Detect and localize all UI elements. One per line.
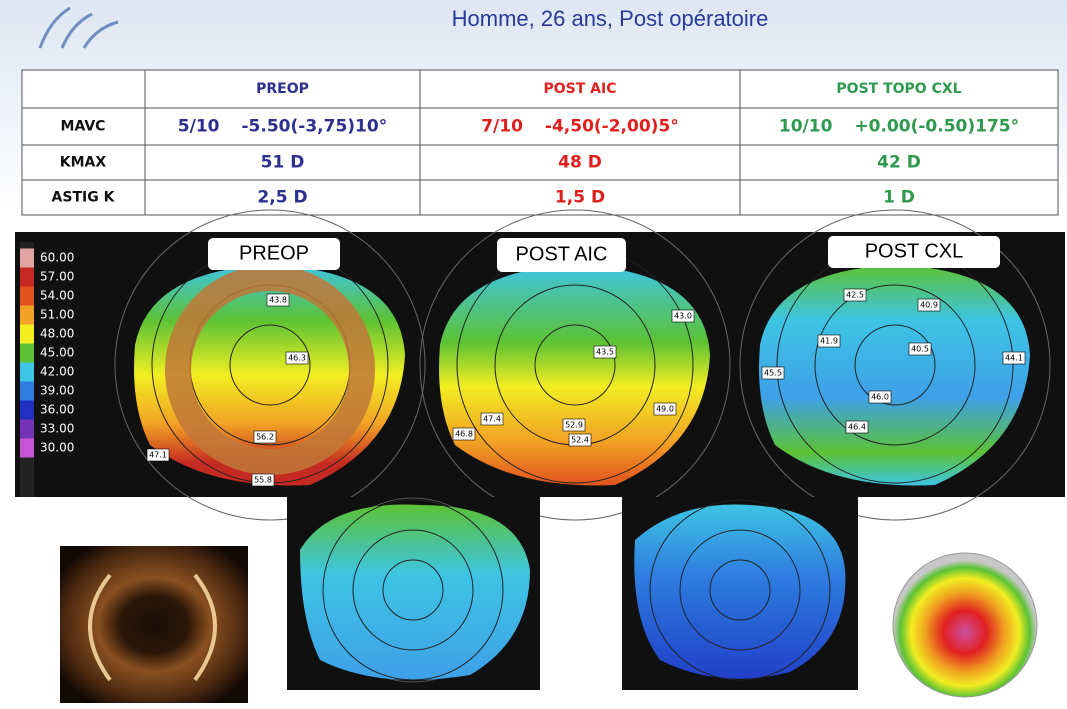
scale-swatch [20,287,34,306]
value-label: 52.4 [571,436,589,445]
value-label: 40.5 [911,345,929,354]
cell-part: 42 D [877,153,921,173]
cell-part: +0.00(-0.50)175° [854,117,1019,137]
map-header: POST AIC [516,243,608,265]
value-label: 55.8 [254,476,272,485]
scale-swatch [20,325,34,344]
table: PREOP POST AIC POST TOPO CXL MAVC 5/10 -5.50(… [22,70,1058,215]
value-label: 42.5 [846,291,864,300]
scale-label: 54.00 [40,289,74,303]
value-label: 46.8 [455,430,473,439]
value-label: 41.9 [820,337,838,346]
scale-label: 60.00 [40,251,74,265]
cell: 2,5 D [257,188,307,208]
cell-part: 2,5 D [257,188,307,208]
scale-swatch [20,306,34,325]
value-label: 46.3 [288,354,306,363]
cell-part: 7/10 [481,117,523,137]
map-surface [300,505,530,680]
scale-swatch [20,382,34,401]
row-label: KMAX [60,155,107,171]
scale-label: 33.00 [40,422,74,436]
value-label: 46.4 [848,423,866,432]
cell-part: -5.50(-3,75)10° [242,117,388,137]
cell-part: 1,5 D [555,188,605,208]
scale-label: 57.00 [40,270,74,284]
scale-label: 48.00 [40,327,74,341]
map-surface [634,504,845,678]
map-header: PREOP [239,242,309,264]
scale-swatch [20,401,34,420]
cell-part: 1 D [883,188,915,208]
cell-part: -4,50(-2,00)5° [545,117,679,137]
value-label: 52.9 [565,421,583,430]
scale-swatch [20,249,34,268]
cell: 1,5 D [555,188,605,208]
cell: 7/10 -4,50(-2,00)5° [481,117,679,137]
cell: 10/10 +0.00(-0.50)175° [779,117,1019,137]
value-label: 44.1 [1005,354,1023,363]
scale-label: 51.00 [40,308,74,322]
cell: 42 D [877,153,921,173]
column-header: POST TOPO CXL [836,81,961,97]
scale-swatch [20,268,34,287]
cell-part: 48 D [558,153,602,173]
slide: Homme, 26 ans, Post opératoire PREOP POST… [0,0,1067,705]
title: Homme, 26 ans, Post opératoire [452,6,769,31]
row-label: ASTIG K [52,190,116,206]
cell: 48 D [558,153,602,173]
value-label: 43.0 [674,312,692,321]
scale-label: 30.00 [40,441,74,455]
scale-label: 36.00 [40,403,74,417]
scale-swatch [20,439,34,458]
scale-label: 39.00 [40,384,74,398]
value-label: 47.1 [149,451,167,460]
scale-swatch [20,344,34,363]
value-label: 43.8 [269,296,287,305]
value-label: 40.9 [920,301,938,310]
scale-swatch [20,363,34,382]
cell: 1 D [883,188,915,208]
scale-label: 42.00 [40,365,74,379]
map-header: POST CXL [865,240,964,262]
value-label: 47.4 [483,415,501,424]
column-header: PREOP [256,81,309,97]
cell: 51 D [261,153,305,173]
value-label: 49.0 [656,405,674,414]
column-header: POST AIC [544,81,617,97]
scale-swatch [20,420,34,439]
row-label: MAVC [61,119,106,135]
cell-part: 10/10 [779,117,833,137]
value-label: 46.0 [871,393,889,402]
small-map [893,553,1037,697]
value-label: 43.5 [596,348,614,357]
cell-part: 5/10 [178,117,220,137]
cell-part: 51 D [261,153,305,173]
cell: 5/10 -5.50(-3,75)10° [178,117,387,137]
value-label: 56.2 [256,433,274,442]
value-label: 45.5 [764,369,782,378]
scale-label: 45.00 [40,346,74,360]
